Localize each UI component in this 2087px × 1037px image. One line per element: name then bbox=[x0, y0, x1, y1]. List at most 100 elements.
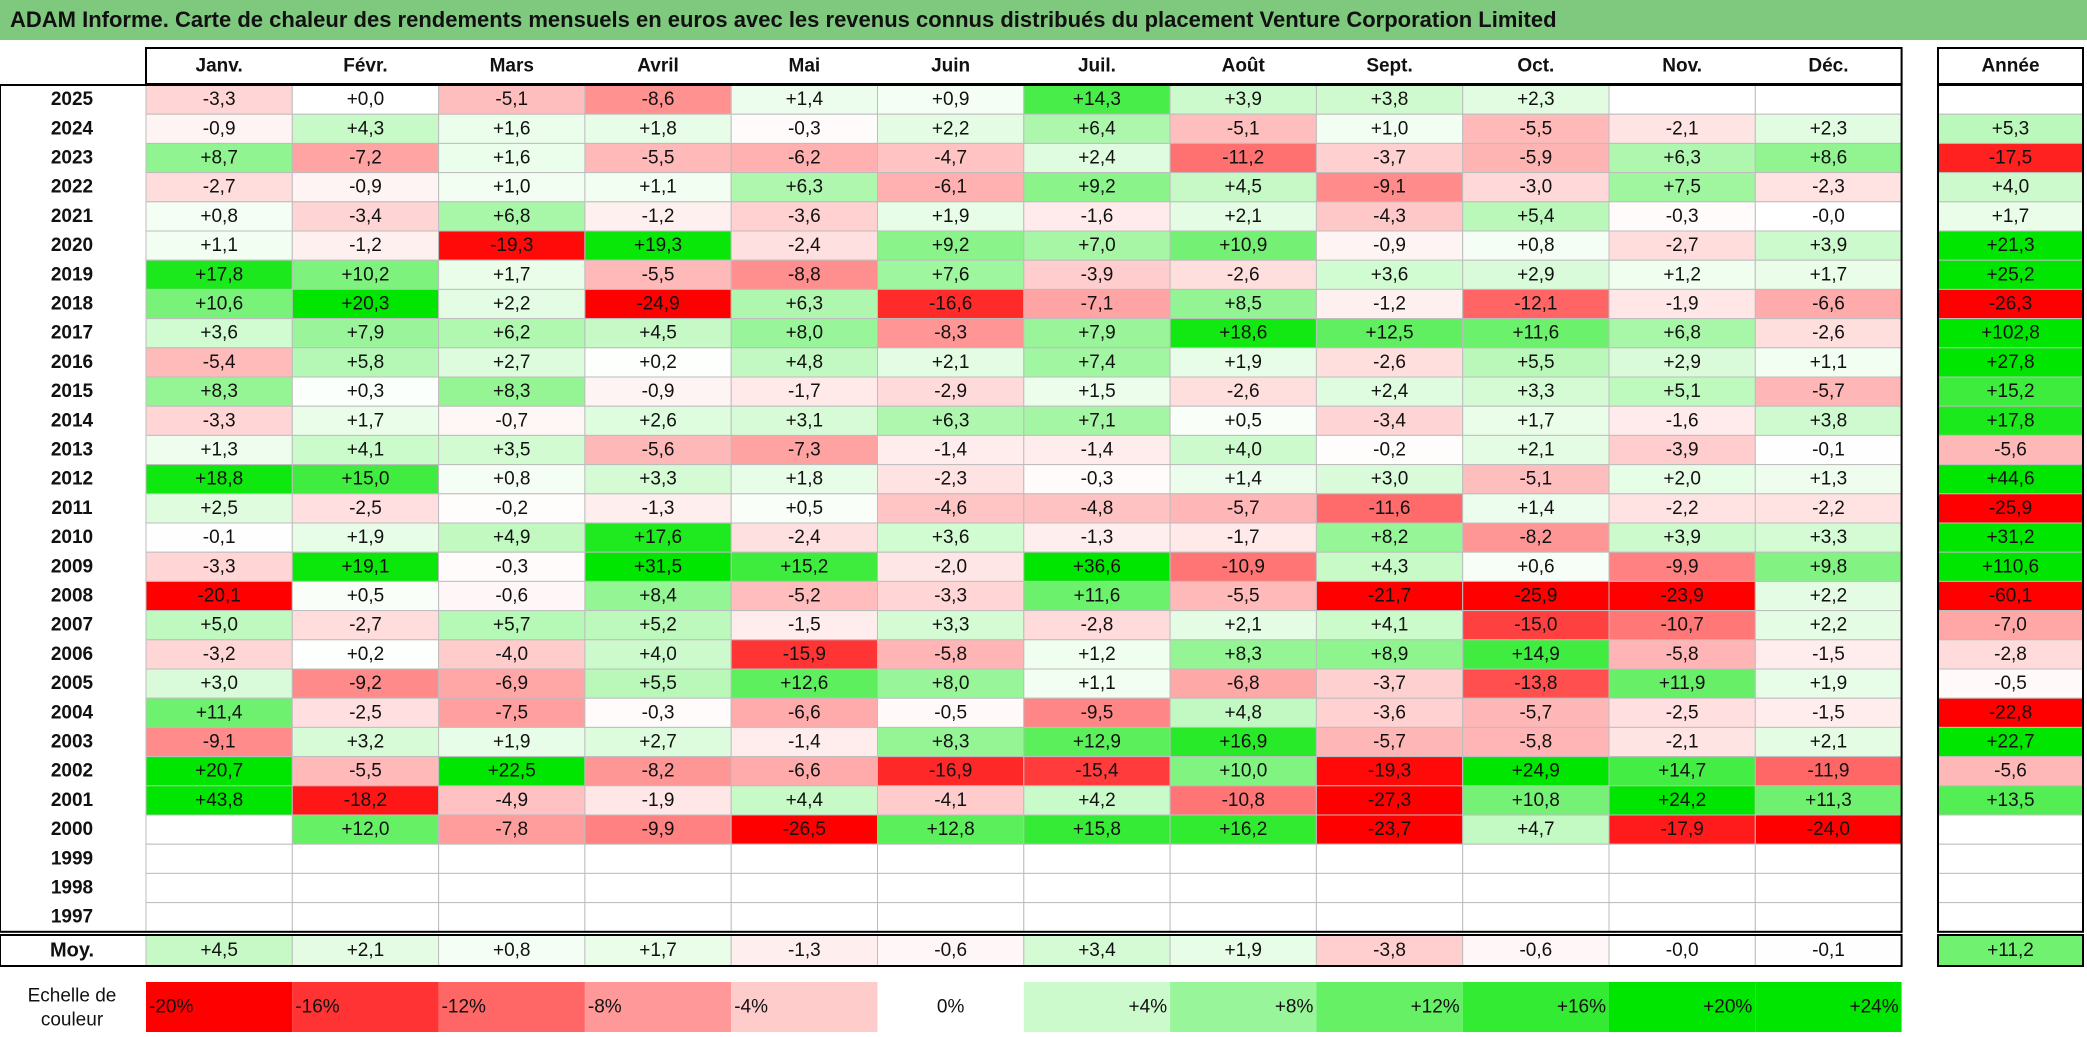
heatmap-cell-value: -1,5 bbox=[788, 615, 821, 636]
annual-cell bbox=[1937, 639, 2084, 670]
heatmap-cell-value: +6,2 bbox=[493, 323, 531, 344]
heatmap-cell bbox=[1023, 493, 1171, 524]
heatmap-cell bbox=[877, 785, 1025, 816]
heatmap-cell-value: +1,7 bbox=[1517, 410, 1555, 431]
heatmap-cell bbox=[584, 142, 732, 174]
heatmap-cell bbox=[145, 726, 293, 758]
annual-cell-value: +44,6 bbox=[1986, 469, 2034, 490]
heatmap-cell bbox=[1315, 522, 1464, 553]
heatmap-cell bbox=[438, 376, 586, 407]
row-year-label: 2023 bbox=[51, 148, 93, 169]
heatmap-cell bbox=[1462, 113, 1610, 144]
heatmap-cell bbox=[1169, 230, 1317, 261]
heatmap-cell bbox=[145, 434, 293, 466]
average-cell-value: +1,7 bbox=[639, 940, 677, 961]
heatmap-cell bbox=[1023, 872, 1171, 904]
heatmap-cell bbox=[1315, 814, 1464, 845]
heatmap-cell bbox=[1023, 668, 1171, 699]
heatmap-cell bbox=[438, 756, 586, 787]
annual-cell-value: +21,3 bbox=[1986, 235, 2034, 256]
heatmap-cell-value: -1,7 bbox=[1227, 527, 1260, 548]
heatmap-cell bbox=[1754, 405, 1903, 436]
heatmap-cell-value: +1,3 bbox=[200, 440, 238, 461]
heatmap-cell-value: -2,7 bbox=[349, 615, 382, 636]
heatmap-cell bbox=[730, 872, 879, 904]
heatmap-cell-value: +3,2 bbox=[347, 732, 385, 753]
heatmap-cell bbox=[145, 113, 293, 144]
heatmap-cell bbox=[877, 172, 1025, 203]
heatmap-cell-value: -3,3 bbox=[203, 410, 236, 431]
row-year-label: 2013 bbox=[51, 440, 93, 461]
annual-cell bbox=[1937, 230, 2084, 261]
annual-cell bbox=[1937, 785, 2084, 816]
heatmap-cell bbox=[1315, 464, 1464, 495]
month-header-4: Avril bbox=[637, 56, 679, 77]
heatmap-cell-value: +0,6 bbox=[1517, 556, 1555, 577]
average-cell-value: +2,1 bbox=[347, 940, 385, 961]
heatmap-cell-value: -3,7 bbox=[1373, 148, 1406, 169]
heatmap-cell-value: +10,0 bbox=[1219, 761, 1267, 782]
heatmap-cell-value: -0,1 bbox=[1812, 440, 1845, 461]
heatmap-cell-value: -2,2 bbox=[1666, 498, 1699, 519]
heatmap-cell bbox=[1754, 434, 1903, 466]
heatmap-cell-value: -13,8 bbox=[1514, 673, 1557, 694]
heatmap-cell-value: -0,3 bbox=[788, 118, 821, 139]
heatmap-cell-value: +11,9 bbox=[1659, 673, 1706, 694]
heatmap-cell bbox=[877, 902, 1025, 933]
heatmap-cell bbox=[1608, 464, 1756, 495]
heatmap-cell-value: +6,3 bbox=[786, 294, 824, 315]
heatmap-cell bbox=[584, 201, 732, 232]
heatmap-cell bbox=[730, 697, 879, 728]
color-scale-swatch bbox=[1462, 982, 1609, 1032]
heatmap-cell-value: +4,5 bbox=[639, 323, 677, 344]
row-year-label: 2020 bbox=[51, 235, 93, 256]
heatmap-cell bbox=[584, 580, 732, 612]
heatmap-cell bbox=[1315, 493, 1464, 524]
annual-cell bbox=[1937, 814, 2084, 845]
heatmap-cell-value: +4,3 bbox=[347, 118, 385, 139]
heatmap-cell-value: +6,3 bbox=[1663, 148, 1701, 169]
heatmap-cell-value: -3,4 bbox=[1373, 410, 1406, 431]
heatmap-cell-value: +4,7 bbox=[1517, 819, 1555, 840]
heatmap-cell-value: +2,4 bbox=[1078, 148, 1116, 169]
average-cell bbox=[730, 934, 879, 967]
heatmap-cell-value: -5,4 bbox=[203, 352, 236, 373]
heatmap-cell-value: -8,6 bbox=[642, 89, 675, 110]
heatmap-cell-value: -0,3 bbox=[1666, 206, 1699, 227]
heatmap-cell-value: +2,7 bbox=[493, 352, 531, 373]
heatmap-cell-value: +8,3 bbox=[200, 381, 238, 402]
row-year-label: 2011 bbox=[51, 498, 93, 519]
heatmap-cell bbox=[1169, 843, 1317, 874]
heatmap-cell-value: -1,9 bbox=[642, 790, 675, 811]
heatmap-cell-value: -15,9 bbox=[783, 644, 826, 665]
heatmap-cell bbox=[1169, 872, 1317, 904]
heatmap-cell-value: -3,3 bbox=[203, 556, 236, 577]
row-year-label: 2003 bbox=[51, 732, 93, 753]
heatmap-cell bbox=[438, 843, 586, 874]
heatmap-cell-value: +4,1 bbox=[1371, 615, 1409, 636]
heatmap-cell bbox=[1608, 201, 1756, 232]
annual-cell-value: -5,6 bbox=[1994, 761, 2027, 782]
heatmap-cell-value: +2,1 bbox=[1224, 615, 1262, 636]
heatmap-cell-value: -11,2 bbox=[1222, 148, 1264, 169]
average-cell-value: -0,1 bbox=[1812, 940, 1845, 961]
annual-cell bbox=[1937, 347, 2084, 378]
annual-cell bbox=[1937, 84, 2084, 115]
heatmap-cell-value: +4,1 bbox=[347, 440, 385, 461]
heatmap-cell-value: -5,8 bbox=[934, 644, 967, 665]
heatmap-cell-value: -4,8 bbox=[1081, 498, 1114, 519]
heatmap-cell bbox=[1608, 551, 1756, 582]
heatmap-cell-value: +0,5 bbox=[347, 586, 385, 607]
heatmap-cell-value: -8,8 bbox=[788, 264, 821, 285]
heatmap-cell bbox=[1462, 376, 1610, 407]
heatmap-cell-value: +12,8 bbox=[927, 819, 975, 840]
heatmap-cell bbox=[1608, 318, 1756, 349]
heatmap-cell bbox=[1608, 84, 1756, 115]
heatmap-cell bbox=[438, 113, 586, 144]
row-year-label: 2014 bbox=[51, 410, 94, 431]
heatmap-cell bbox=[291, 376, 440, 407]
month-header-1: Janv. bbox=[196, 56, 243, 77]
heatmap-cell bbox=[438, 726, 586, 758]
color-scale-value: +8% bbox=[1275, 997, 1314, 1018]
heatmap-cell-value: +1,5 bbox=[1078, 381, 1116, 402]
